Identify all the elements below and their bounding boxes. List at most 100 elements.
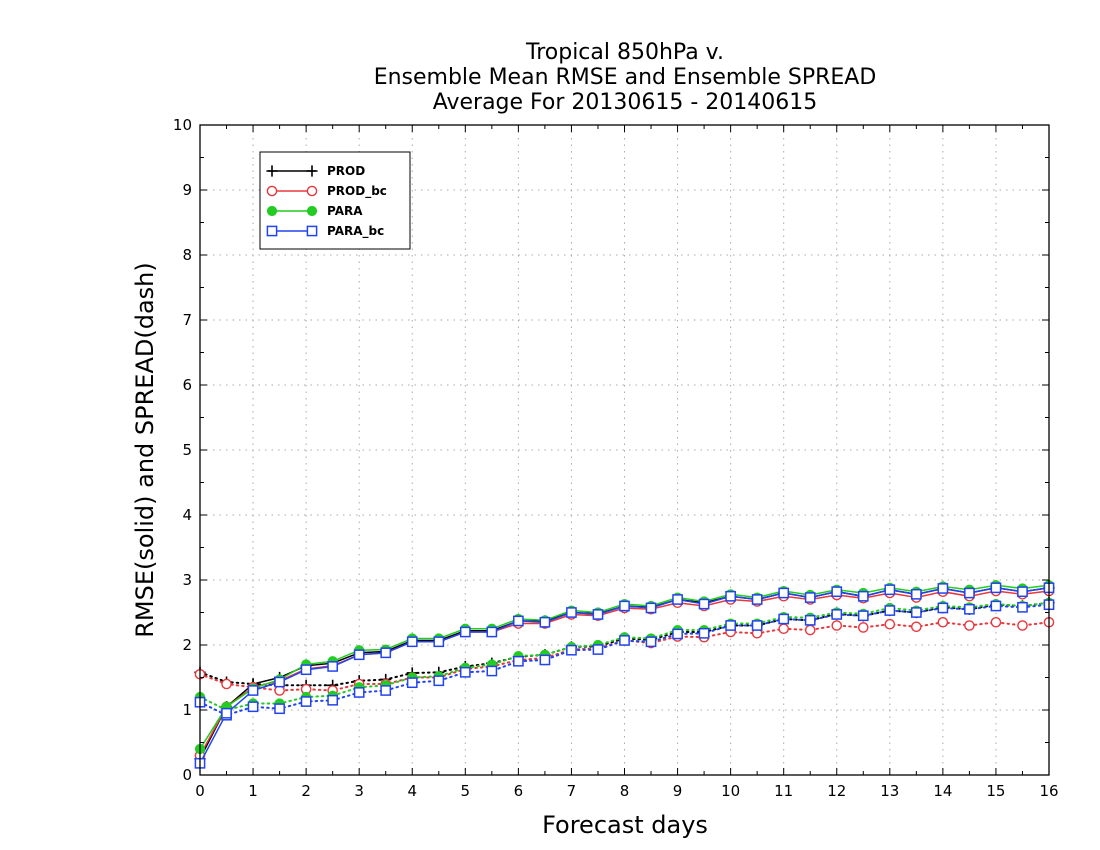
- rmse-point: [725, 590, 736, 602]
- y-axis-label: RMSE(solid) and SPREAD(dash): [131, 262, 159, 638]
- spread-point: [937, 616, 949, 628]
- spread-point: [884, 618, 896, 630]
- legend-item-prod-bc: PROD_bc: [266, 184, 387, 199]
- legend-marker: [266, 165, 278, 177]
- y-tick-label: 9: [182, 181, 192, 199]
- x-tick-label: 10: [721, 782, 740, 800]
- y-tick-label: 3: [182, 571, 192, 589]
- rmse-point: [247, 685, 259, 696]
- legend-marker: [306, 185, 318, 197]
- rmse-point: [274, 676, 285, 688]
- spread-point: [486, 665, 498, 677]
- spread-point: [725, 620, 736, 631]
- spread-point: [539, 654, 551, 666]
- spread-point: [857, 622, 869, 633]
- x-tick-label: 6: [514, 782, 524, 800]
- y-tick-label: 5: [182, 441, 192, 459]
- rmse-point: [513, 615, 524, 627]
- spread-point: [513, 655, 524, 667]
- y-tick-label: 1: [182, 701, 192, 719]
- rmse-point: [910, 588, 922, 600]
- spread-line: [199, 601, 1050, 712]
- grid-lines: [200, 125, 1049, 775]
- rmse-point: [804, 592, 816, 603]
- y-tick-label: 10: [173, 116, 192, 134]
- spread-point: [592, 644, 604, 655]
- spread-point: [831, 620, 843, 631]
- spread-point: [566, 644, 577, 656]
- spread-point: [353, 687, 365, 698]
- spread-point: [698, 627, 710, 639]
- x-tick-label: 7: [567, 782, 577, 800]
- legend-label: PROD_bc: [327, 184, 387, 199]
- x-tick-label: 11: [774, 782, 793, 800]
- legend-marker: [266, 205, 278, 217]
- legend-marker: [306, 205, 318, 217]
- spread-point: [645, 636, 657, 648]
- y-tick-label: 0: [182, 766, 192, 784]
- legend-marker: [306, 165, 318, 177]
- rmse-point: [857, 590, 869, 602]
- rmse-point: [884, 584, 896, 596]
- legend-label: PROD: [327, 164, 365, 178]
- spread-point: [884, 605, 896, 616]
- spread-point: [964, 620, 975, 631]
- spread-point: [274, 703, 285, 715]
- chart-title: Tropical 850hPa v. Ensemble Mean RMSE an…: [374, 40, 877, 115]
- spread-point: [247, 701, 259, 713]
- legend-marker: [266, 185, 278, 197]
- spread-point: [672, 628, 683, 640]
- spread-point: [1017, 620, 1028, 631]
- rmse-point: [619, 600, 630, 612]
- legend-marker: [306, 225, 318, 237]
- rmse-point: [964, 587, 975, 599]
- spread-point: [804, 624, 816, 636]
- rmse-point: [937, 583, 949, 594]
- spread-point: [459, 666, 471, 678]
- rmse-point: [698, 598, 710, 610]
- spread-point: [221, 678, 232, 690]
- rmse-point: [380, 647, 392, 659]
- spread-point: [990, 600, 1002, 612]
- spread-point: [619, 635, 630, 646]
- spread-point: [433, 675, 445, 687]
- x-tick-label: 1: [248, 782, 258, 800]
- rmse-point: [539, 616, 551, 628]
- spread-point: [964, 603, 975, 615]
- x-tick-label: 12: [827, 782, 846, 800]
- spread-point: [831, 609, 843, 620]
- y-tick-label: 2: [182, 636, 192, 654]
- spread-point: [778, 623, 789, 635]
- legend: PROD PROD_bc PARA PARA_bc: [259, 151, 411, 250]
- x-axis-ticks: 0 1 2 3 4 5 6 7 8 9 10 11 12 13 14 15 16: [195, 125, 1059, 800]
- series-layer: [194, 580, 1055, 769]
- x-tick-label: 13: [880, 782, 899, 800]
- rmse-point: [751, 594, 763, 605]
- rmse-point: [353, 649, 365, 661]
- rmse-point: [645, 602, 657, 614]
- rmse-point: [1017, 586, 1028, 598]
- legend-item-para-bc: PARA_bc: [266, 224, 384, 239]
- spread-point: [804, 614, 816, 626]
- spread-point: [380, 685, 392, 696]
- spread-point: [910, 607, 922, 618]
- spread-line: [199, 603, 1050, 717]
- rmse-point: [672, 594, 683, 605]
- x-tick-label: 3: [354, 782, 364, 800]
- spread-point: [990, 616, 1002, 628]
- spread-point: [300, 696, 312, 707]
- chart-title-line-1: Tropical 850hPa v.: [525, 40, 724, 65]
- x-tick-label: 2: [301, 782, 311, 800]
- spread-point: [778, 613, 790, 625]
- rmse-point: [221, 707, 232, 719]
- y-tick-label: 6: [182, 376, 192, 394]
- x-tick-label: 14: [933, 782, 952, 800]
- legend-label: PARA: [327, 204, 363, 218]
- spread-point: [1017, 601, 1028, 613]
- spread-point: [937, 602, 949, 614]
- rmse-point: [486, 626, 498, 638]
- x-tick-label: 9: [673, 782, 683, 800]
- rmse-point: [300, 664, 312, 676]
- x-tick-label: 5: [461, 782, 471, 800]
